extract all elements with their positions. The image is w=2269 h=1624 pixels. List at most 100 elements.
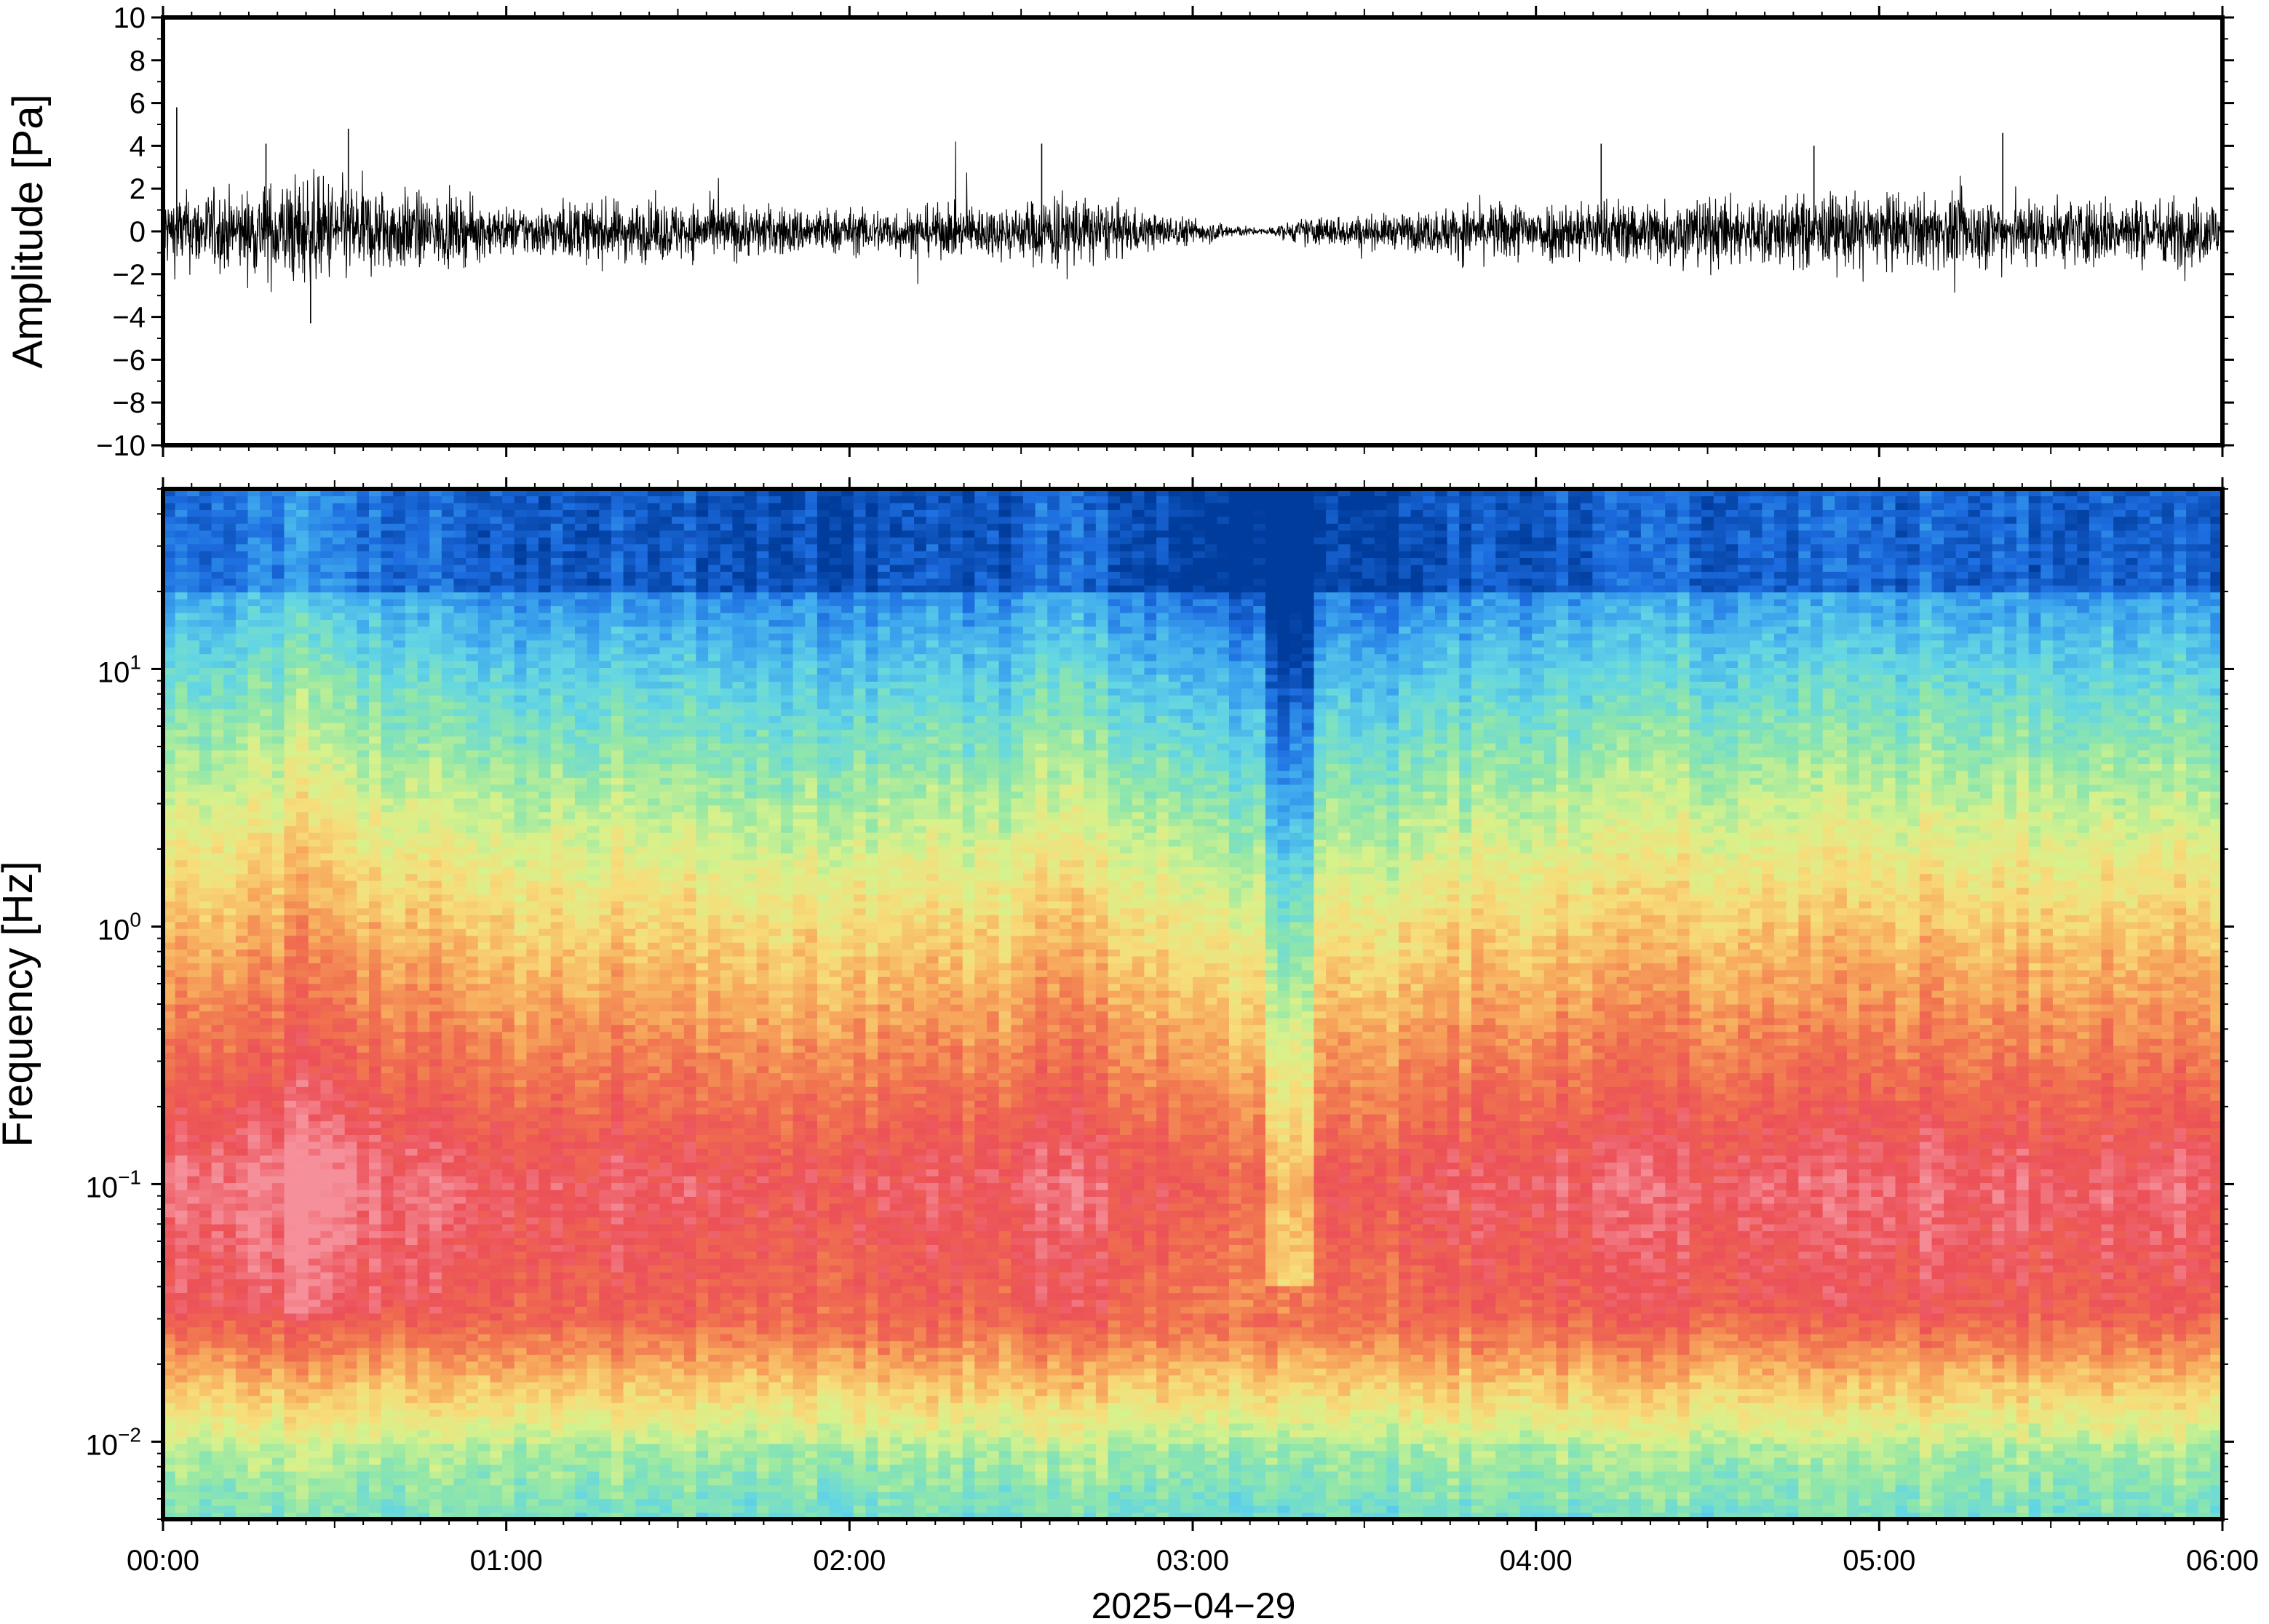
spectrogram-cell	[381, 763, 394, 771]
spectrogram-cell	[514, 509, 528, 517]
spectrogram-cell	[333, 976, 346, 984]
spectrogram-cell	[271, 1512, 285, 1520]
spectrogram-cell	[260, 825, 273, 833]
spectrogram-cell	[369, 1011, 382, 1019]
spectrogram-cell	[369, 955, 382, 963]
spectrogram-cell	[320, 1320, 333, 1328]
spectrogram-cell	[393, 921, 406, 929]
spectrogram-cell	[247, 571, 261, 579]
spectrogram-cell	[539, 1011, 552, 1019]
spectrogram-cell	[260, 1072, 273, 1080]
spectrogram-cell	[429, 1052, 442, 1060]
spectrogram-cell	[271, 1244, 285, 1252]
spectrogram-cell	[284, 1278, 297, 1286]
spectrogram-cell	[344, 1422, 357, 1430]
spectrogram-cell	[502, 963, 515, 971]
spectrogram-cell	[320, 832, 333, 840]
spectrogram-cell	[357, 990, 370, 998]
spectrogram-cell	[502, 1320, 515, 1328]
spectrogram-cell	[357, 1374, 370, 1382]
spectrogram-cell	[405, 1086, 418, 1094]
spectrogram-cell	[344, 502, 357, 510]
spectrogram-cell	[477, 1382, 491, 1390]
spectrogram-cell	[175, 832, 188, 840]
spectrogram-cell	[417, 1182, 430, 1190]
spectrogram-cell	[441, 1031, 455, 1039]
spectrogram-cell	[260, 763, 273, 771]
spectrogram-cell	[417, 550, 430, 558]
spectrogram-cell	[223, 771, 237, 779]
spectrogram-cell	[284, 1004, 297, 1012]
spectrogram-cell	[514, 502, 528, 510]
spectrogram-cell	[187, 509, 200, 517]
spectrogram-cell	[187, 736, 200, 744]
spectrogram-cell	[344, 495, 357, 503]
spectrogram-cell	[271, 1450, 285, 1458]
spectrogram-cell	[271, 1100, 285, 1108]
spectrogram-cell	[502, 749, 515, 757]
spectrogram-cell	[344, 1017, 357, 1025]
spectrogram-cell	[175, 1299, 188, 1307]
spectrogram-cell	[308, 1182, 322, 1190]
spectrogram-cell	[417, 1484, 430, 1492]
spectrogram-cell	[260, 976, 273, 984]
spectrogram-cell	[490, 736, 503, 744]
spectrogram-cell	[271, 1478, 285, 1486]
spectrogram-cell	[175, 550, 188, 558]
spectrogram-cell	[357, 681, 370, 689]
spectrogram-cell	[247, 1127, 261, 1135]
spectrogram-cell	[405, 619, 418, 627]
spectrogram-cell	[502, 537, 515, 545]
spectrogram-cell	[477, 530, 491, 538]
spectrogram-cell	[369, 1430, 382, 1438]
spectrogram-cell	[539, 681, 552, 689]
spectrogram-cell	[308, 771, 322, 779]
spectrogram-cell	[502, 1031, 515, 1039]
spectrogram-cell	[223, 1017, 237, 1025]
spectrogram-cell	[369, 599, 382, 607]
spectrogram-cell	[526, 1286, 539, 1294]
spectrogram-cell	[199, 1464, 212, 1472]
spectrogram-cell	[466, 1162, 479, 1170]
spectrogram-cell	[333, 544, 346, 552]
spectrogram-cell	[477, 633, 491, 641]
spectrogram-cell	[429, 1512, 442, 1520]
spectrogram-cell	[357, 1470, 370, 1478]
spectrogram-cell	[429, 955, 442, 963]
spectrogram-cell	[199, 599, 212, 607]
spectrogram-cell	[514, 1492, 528, 1500]
spectrogram-cell	[514, 867, 528, 875]
spectrogram-cell	[381, 544, 394, 552]
spectrogram-cell	[199, 1470, 212, 1478]
spectrogram-cell	[320, 784, 333, 792]
spectrogram-cell	[490, 819, 503, 827]
spectrogram-cell	[271, 915, 285, 923]
spectrogram-cell	[333, 709, 346, 717]
spectrogram-cell	[429, 1484, 442, 1492]
spectrogram-cell	[381, 825, 394, 833]
spectrogram-cell	[502, 1388, 515, 1396]
spectrogram-cell	[441, 1017, 455, 1025]
spectrogram-cell	[441, 1464, 455, 1472]
spectrogram-cell	[417, 1512, 430, 1520]
spectrogram-cell	[429, 819, 442, 827]
amplitude-y-tick-label: −2	[112, 259, 146, 291]
spectrogram-cell	[477, 969, 491, 977]
spectrogram-cell	[526, 990, 539, 998]
spectrogram-cell	[175, 1416, 188, 1424]
spectrogram-cell	[308, 1436, 322, 1444]
spectrogram-cell	[393, 1017, 406, 1025]
spectrogram-cell	[211, 1492, 224, 1500]
spectrogram-cell	[441, 557, 455, 565]
spectrogram-cell	[296, 1492, 309, 1500]
spectrogram-cell	[369, 893, 382, 901]
spectrogram-cell	[539, 976, 552, 984]
spectrogram-cell	[405, 1326, 418, 1334]
spectrogram-cell	[284, 1478, 297, 1486]
spectrogram-cell	[187, 495, 200, 503]
spectrogram-cell	[429, 839, 442, 847]
spectrogram-cell	[369, 578, 382, 586]
spectrogram-cell	[381, 578, 394, 586]
spectrogram-cell	[247, 1059, 261, 1067]
spectrogram-cell	[429, 1210, 442, 1218]
